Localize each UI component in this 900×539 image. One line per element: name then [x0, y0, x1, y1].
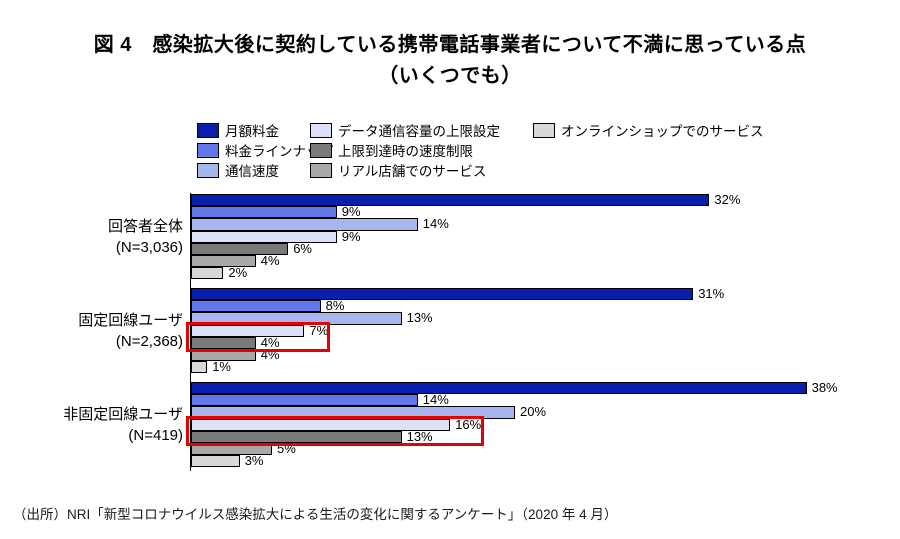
bar-value-label: 2% — [228, 265, 248, 281]
legend-item: 通信速度 — [197, 160, 279, 180]
group-name: 非固定回線ユーザ — [63, 405, 183, 423]
legend-label: オンラインショップでのサービス — [561, 124, 764, 139]
bar-value-label: 38% — [811, 380, 838, 395]
legend-item: 上限到達時の速度制限 — [310, 140, 473, 160]
bar — [191, 288, 694, 301]
legend-label: 料金ラインナップ — [225, 144, 333, 159]
bar-value-label: 14% — [422, 216, 449, 232]
bar — [191, 300, 321, 313]
group-sample-size: (N=3,036) — [115, 238, 183, 256]
bar — [191, 194, 710, 207]
bar-value-label: 31% — [698, 286, 725, 301]
source-note: （出所）NRI「新型コロナウイルス感染拡大による生活の変化に関するアンケート」（… — [13, 507, 618, 522]
figure-title-line1: 図 4 感染拡大後に契約している携帯電話事業者について不満に思っている点 — [93, 34, 807, 56]
group-label: 固定回線ユーザ (N=2,368) — [0, 310, 183, 352]
bar-value-label: 14% — [422, 392, 449, 408]
bar — [191, 382, 807, 395]
bar — [191, 206, 337, 219]
legend-item: オンラインショップでのサービス — [533, 120, 764, 140]
group-name: 回答者全体 — [107, 217, 183, 235]
bar-chart: 回答者全体 (N=3,036) 32% 9% 14% 9% 6% 4% 2% 固定回線ユーザ (N=… — [0, 192, 900, 477]
bar-value-label: 3% — [244, 453, 264, 469]
figure-title-line2: （いくつでも） — [378, 65, 522, 87]
bar-value-label: 6% — [293, 240, 312, 256]
bar-value-label: 7% — [309, 322, 329, 338]
highlight-box — [186, 415, 485, 446]
group-label: 回答者全体 (N=3,036) — [0, 216, 183, 258]
group-sample-size: (N=419) — [128, 426, 183, 444]
bar-value-label: 16% — [455, 416, 482, 432]
legend-label: データ通信容量の上限設定 — [338, 124, 500, 139]
legend-swatch — [197, 162, 219, 178]
bar-value-label: 9% — [341, 228, 361, 244]
legend-item: 月額料金 — [197, 120, 279, 140]
group-label: 非固定回線ユーザ (N=419) — [0, 404, 183, 446]
legend-swatch — [310, 142, 332, 158]
bar — [191, 394, 418, 407]
bar — [191, 242, 289, 255]
bar — [191, 267, 224, 280]
highlight-box — [186, 321, 331, 352]
legend-label: 上限到達時の速度制限 — [338, 144, 473, 159]
legend-swatch — [533, 122, 555, 138]
legend-item: 料金ラインナップ — [197, 140, 333, 160]
bar — [191, 255, 256, 268]
bar-value-label: 13% — [406, 428, 433, 444]
legend-item: データ通信容量の上限設定 — [310, 120, 500, 140]
bar-value-label: 13% — [406, 310, 433, 326]
bar — [191, 418, 451, 431]
bar-value-label: 8% — [325, 298, 345, 314]
legend-item: リアル店舗でのサービス — [310, 160, 486, 180]
legend-swatch — [310, 162, 332, 178]
bar-value-label: 1% — [212, 359, 231, 375]
bar — [191, 218, 418, 231]
bar-value-label: 4% — [260, 253, 280, 268]
legend-label: 月額料金 — [225, 124, 279, 139]
y-axis-line — [190, 193, 191, 471]
bar — [191, 230, 337, 243]
bar — [191, 455, 240, 468]
legend-label: 通信速度 — [225, 164, 279, 179]
bar — [191, 361, 208, 374]
bar — [191, 336, 256, 349]
figure-title: 図 4 感染拡大後に契約している携帯電話事業者について不満に思っている点 （いく… — [0, 30, 900, 92]
bar-value-label: 32% — [714, 192, 741, 207]
bar — [191, 430, 402, 443]
legend-label: リアル店舗でのサービス — [338, 164, 487, 179]
bar-value-label: 4% — [260, 334, 280, 350]
bar-value-label: 9% — [341, 204, 361, 220]
group-sample-size: (N=2,368) — [115, 332, 183, 350]
bar-value-label: 20% — [520, 404, 547, 420]
group-name: 固定回線ユーザ — [78, 311, 183, 329]
bar — [191, 324, 305, 337]
legend-swatch — [197, 122, 219, 138]
legend-swatch — [310, 122, 332, 138]
legend-swatch — [197, 142, 219, 158]
